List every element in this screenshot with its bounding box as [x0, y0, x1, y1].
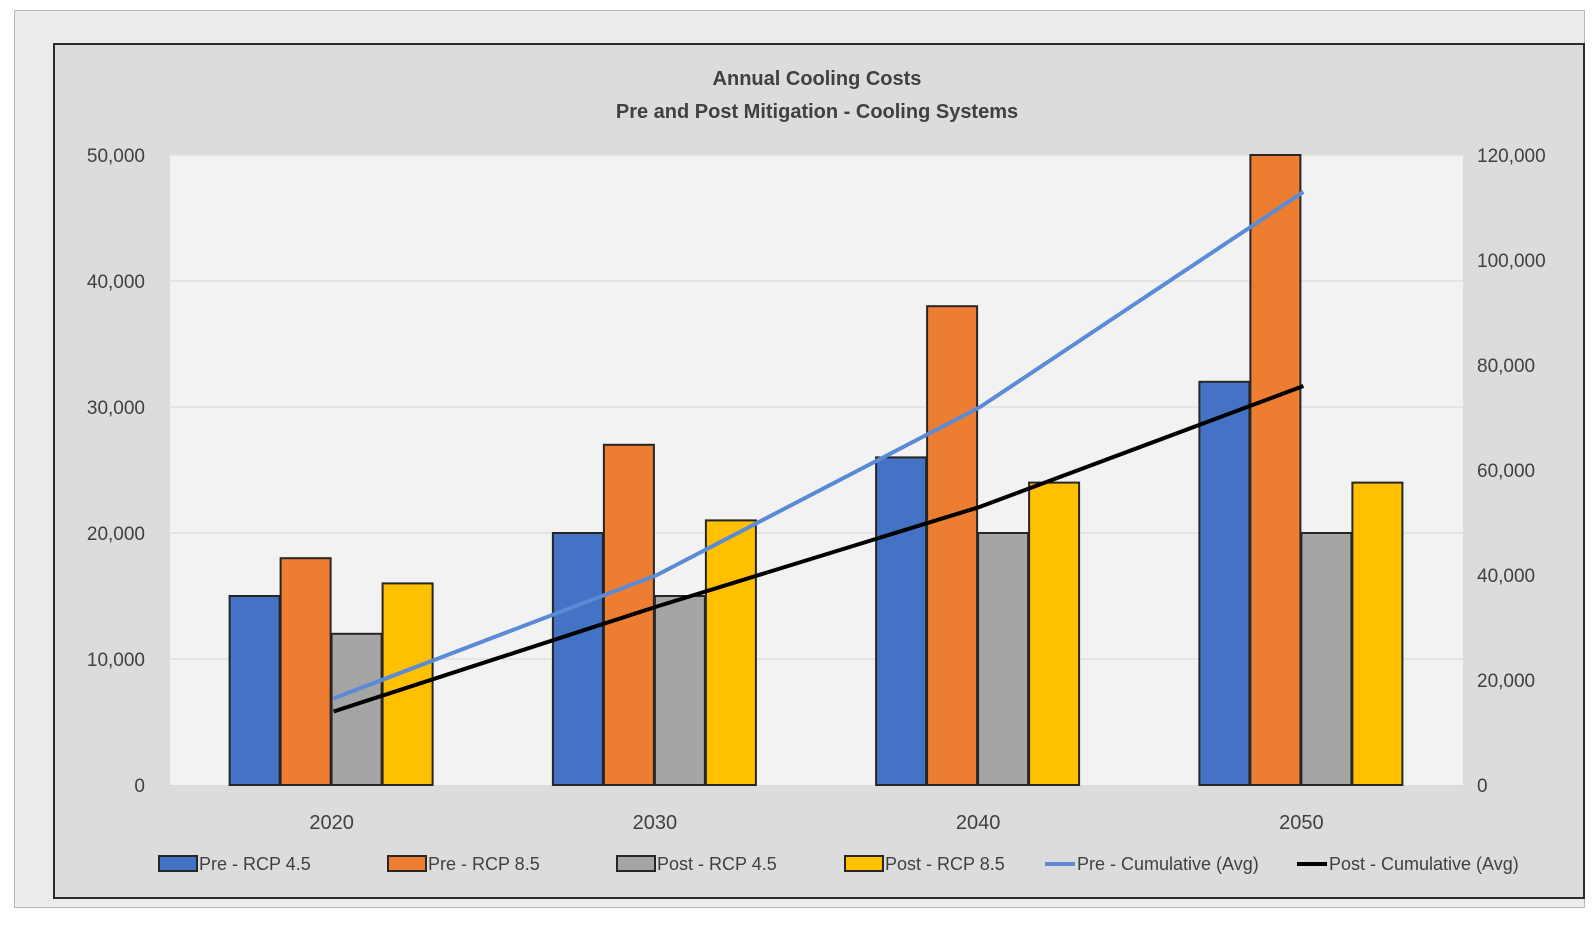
bar-pre-rcp-4-5-2040: [875, 456, 928, 786]
bar-pre-rcp-8-5-2050: [1249, 154, 1302, 786]
chart-area: 0 10,000 20,000 30,000 40,000 50,000 0 20,000 40…: [53, 43, 1585, 899]
y-right-tick-label: 60,000: [1477, 461, 1535, 482]
chart-frame: 0 10,000 20,000 30,000 40,000 50,000 0 20,000 40…: [14, 10, 1585, 908]
legend-swatch-pre-rcp-4-5: [158, 855, 198, 872]
x-tick-label: 2030: [633, 812, 678, 834]
legend-swatch-pre-rcp-8-5: [387, 855, 427, 872]
legend-label-post-cumulative-avg-: Post - Cumulative (Avg): [1329, 854, 1519, 874]
legend-label-pre-rcp-8-5: Pre - RCP 8.5: [428, 854, 540, 874]
y-right-tick-label: 40,000: [1477, 566, 1535, 587]
x-tick-label: 2040: [956, 812, 1001, 834]
y-left-tick-label: 10,000: [87, 650, 145, 671]
y-right-tick-label: 0: [1477, 776, 1488, 797]
bar-post-rcp-4-5-2040: [977, 532, 1030, 786]
bar-pre-rcp-4-5-2020: [228, 595, 281, 786]
y-left-tick-label: 40,000: [87, 272, 145, 293]
line-post-cumulative-avg-: [332, 384, 1305, 714]
bars: [228, 154, 1404, 787]
y-left-tick-label: 20,000: [87, 524, 145, 545]
y-right-tick-label: 120,000: [1477, 146, 1546, 167]
line-pre-cumulative-avg-: [332, 190, 1305, 701]
bar-post-rcp-8-5-2020: [381, 582, 434, 787]
bar-post-rcp-4-5-2050: [1300, 532, 1353, 786]
bar-post-rcp-4-5-2030: [653, 595, 706, 786]
y-left-tick-label: 0: [134, 776, 145, 797]
legend-label-pre-cumulative-avg-: Pre - Cumulative (Avg): [1077, 854, 1259, 874]
bar-pre-rcp-4-5-2050: [1198, 380, 1251, 786]
y-right-tick-label: 20,000: [1477, 671, 1535, 692]
legend-swatch-post-rcp-8-5: [844, 855, 884, 872]
legend-label-post-rcp-8-5: Post - RCP 8.5: [885, 854, 1005, 874]
legend: Pre - RCP 4.5 Pre - RCP 8.5 Post - RCP 4.5…: [158, 854, 1519, 874]
y-left-tick-label: 50,000: [87, 146, 145, 167]
axes: 0 10,000 20,000 30,000 40,000 50,000 0 20,000 40…: [87, 146, 1546, 834]
bar-pre-rcp-8-5-2020: [279, 557, 332, 787]
y-right-tick-label: 100,000: [1477, 251, 1546, 272]
bar-post-rcp-8-5-2030: [704, 519, 757, 786]
legend-label-post-rcp-4-5: Post - RCP 4.5: [657, 854, 777, 874]
x-tick-label: 2020: [309, 812, 354, 834]
chart-canvas: 0 10,000 20,000 30,000 40,000 50,000 0 20,000 40…: [87, 68, 1546, 874]
chart-subtitle: Pre and Post Mitigation - Cooling System…: [616, 101, 1018, 123]
legend-label-pre-rcp-4-5: Pre - RCP 4.5: [199, 854, 311, 874]
x-tick-label: 2050: [1279, 812, 1324, 834]
lines: [332, 190, 1305, 714]
legend-swatch-post-rcp-4-5: [616, 855, 656, 872]
y-left-tick-label: 30,000: [87, 398, 145, 419]
bar-post-rcp-8-5-2050: [1351, 481, 1404, 786]
bar-pre-rcp-8-5-2040: [926, 305, 979, 786]
chart-title: Annual Cooling Costs: [713, 68, 922, 90]
bar-pre-rcp-4-5-2030: [551, 532, 604, 786]
y-right-tick-label: 80,000: [1477, 356, 1535, 377]
bar-post-rcp-8-5-2040: [1028, 481, 1081, 786]
